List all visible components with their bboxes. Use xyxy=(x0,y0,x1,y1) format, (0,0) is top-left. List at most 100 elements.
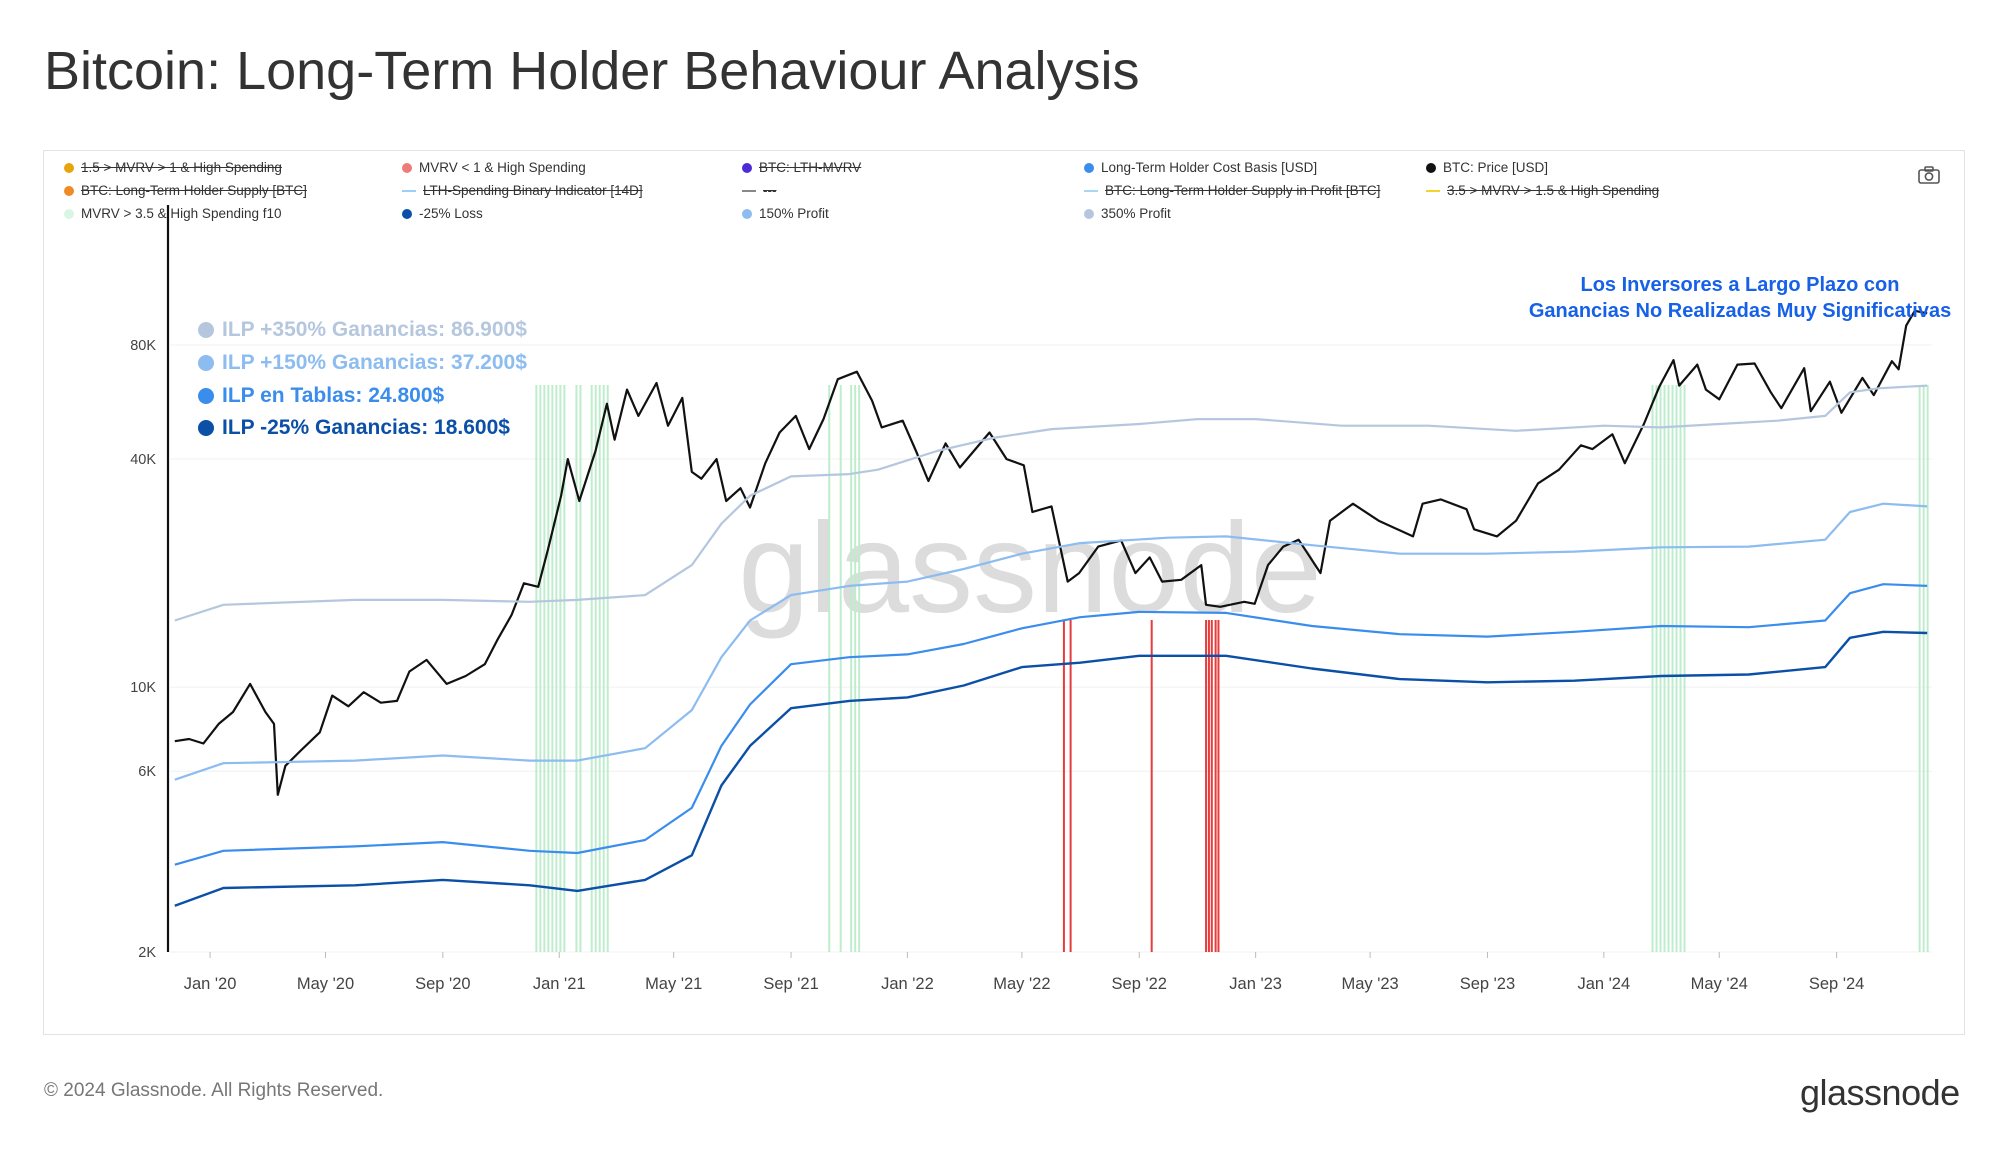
copyright-text: © 2024 Glassnode. All Rights Reserved. xyxy=(44,1080,384,1101)
legend-item[interactable]: 150% Profit xyxy=(742,206,829,221)
legend-item[interactable]: -25% Loss xyxy=(402,206,483,221)
legend-item[interactable]: BTC: LTH-MVRV xyxy=(742,160,861,175)
spending-bar xyxy=(1663,385,1666,952)
series-line xyxy=(174,309,1928,796)
band-label-text: ILP +150% Ganancias: 37.200$ xyxy=(222,351,527,374)
spending-bar xyxy=(547,385,550,952)
brand-logo[interactable]: glassnode xyxy=(1800,1072,1960,1113)
x-tick-label: Sep '23 xyxy=(1460,975,1515,993)
spending-bar xyxy=(839,385,842,952)
legend-marker-icon xyxy=(1426,189,1440,192)
spending-bar xyxy=(575,385,578,952)
series-line xyxy=(174,583,1928,866)
legend-label: Long-Term Holder Cost Basis [USD] xyxy=(1101,160,1318,175)
spending-bar xyxy=(1069,620,1072,952)
legend-label: 150% Profit xyxy=(759,206,829,221)
legend-item[interactable]: BTC: Long-Term Holder Supply [BTC] xyxy=(64,183,307,198)
legend-marker-icon xyxy=(1084,162,1094,173)
spending-bar xyxy=(1150,620,1153,952)
legend-item[interactable]: BTC: Price [USD] xyxy=(1426,160,1548,175)
legend-label: -25% Loss xyxy=(419,206,483,221)
spending-bar xyxy=(1659,385,1662,952)
annotation-text: Los Inversores a Largo Plazo con Gananci… xyxy=(1500,272,1980,324)
spending-bar xyxy=(1205,620,1208,952)
x-tick-label: Jan '24 xyxy=(1577,975,1630,993)
spending-bar xyxy=(543,385,546,952)
spending-bar xyxy=(858,385,861,952)
legend-item[interactable]: --- xyxy=(742,183,777,198)
legend-label: LTH-Spending Binary Indicator [14D] xyxy=(423,183,643,198)
legend-marker-icon xyxy=(742,208,752,219)
legend-item[interactable]: 1.5 > MVRV > 1 & High Spending xyxy=(64,160,282,175)
spending-bar xyxy=(594,385,597,952)
camera-icon[interactable] xyxy=(1918,166,1940,184)
legend-label: BTC: LTH-MVRV xyxy=(759,160,862,175)
legend-marker-icon xyxy=(1084,189,1098,192)
x-tick-label: Sep '21 xyxy=(763,975,818,993)
annotation-line-2: Ganancias No Realizadas Muy Significativ… xyxy=(1528,300,1952,322)
series-line xyxy=(174,384,1928,622)
x-tick-label: Jan '20 xyxy=(184,975,237,993)
y-tick-label: 10K xyxy=(130,680,156,696)
spending-bar xyxy=(828,385,831,952)
band-label-text: ILP +350% Ganancias: 86.900$ xyxy=(222,318,527,341)
legend-item[interactable]: MVRV < 1 & High Spending xyxy=(402,160,586,175)
watermark: glassnode xyxy=(738,497,1322,640)
legend-marker-icon xyxy=(742,162,752,173)
legend-marker-icon xyxy=(1426,162,1436,173)
spending-bar xyxy=(1655,385,1658,952)
legend-item[interactable]: BTC: Long-Term Holder Supply in Profit [… xyxy=(1084,183,1380,198)
spending-bar xyxy=(539,385,542,952)
spending-bar xyxy=(1207,620,1210,952)
series-line xyxy=(174,630,1928,907)
spending-bar xyxy=(1651,385,1654,952)
x-tick-label: Sep '24 xyxy=(1809,975,1864,993)
legend-label: BTC: Long-Term Holder Supply [BTC] xyxy=(81,183,307,198)
spending-bar xyxy=(1683,385,1686,952)
spending-bar xyxy=(1922,385,1925,952)
band-dot-icon xyxy=(198,388,214,404)
spending-bar xyxy=(850,385,853,952)
legend-label: MVRV < 1 & High Spending xyxy=(419,160,586,175)
spending-bar xyxy=(1679,385,1682,952)
legend-marker-icon xyxy=(742,189,756,192)
spending-bar xyxy=(1918,385,1921,952)
legend-item[interactable]: LTH-Spending Binary Indicator [14D] xyxy=(402,183,643,198)
spending-bar xyxy=(563,385,566,952)
x-tick-label: May '24 xyxy=(1691,975,1748,993)
chart-panel xyxy=(43,150,1965,1035)
x-tick-label: Sep '20 xyxy=(415,975,470,993)
x-tick-label: May '22 xyxy=(993,975,1050,993)
y-tick-label: 6K xyxy=(138,764,156,780)
spending-bar xyxy=(1671,385,1674,952)
legend-item[interactable]: MVRV > 3.5 & High Spending f10 xyxy=(64,206,282,221)
x-tick-label: Jan '21 xyxy=(533,975,586,993)
spending-bar xyxy=(602,385,605,952)
band-label: ILP en Tablas: 24.800$ xyxy=(198,384,444,408)
band-label-text: ILP -25% Ganancias: 18.600$ xyxy=(222,416,510,439)
legend-item[interactable]: Long-Term Holder Cost Basis [USD] xyxy=(1084,160,1317,175)
legend-label: --- xyxy=(763,183,777,198)
spending-bar xyxy=(555,385,558,952)
annotation-line-1: Los Inversores a Largo Plazo con xyxy=(1580,274,1900,296)
band-label: ILP +150% Ganancias: 37.200$ xyxy=(198,351,527,375)
spending-bar xyxy=(535,385,538,952)
series-line xyxy=(174,502,1928,781)
legend-item[interactable]: 3.5 > MVRV > 1.5 & High Spending xyxy=(1426,183,1659,198)
y-tick-label: 2K xyxy=(138,945,156,961)
y-tick-label: 40K xyxy=(130,452,156,468)
legend-marker-icon xyxy=(402,208,412,219)
band-dot-icon xyxy=(198,420,214,436)
spending-bar xyxy=(1062,620,1065,952)
x-tick-label: Sep '22 xyxy=(1112,975,1167,993)
x-tick-label: May '20 xyxy=(297,975,354,993)
spending-bar xyxy=(598,385,601,952)
band-label-text: ILP en Tablas: 24.800$ xyxy=(222,384,445,407)
spending-bar xyxy=(1667,385,1670,952)
legend-label: 350% Profit xyxy=(1101,206,1171,221)
legend-marker-icon xyxy=(64,162,74,173)
legend-label: 3.5 > MVRV > 1.5 & High Spending xyxy=(1447,183,1660,198)
x-tick-label: Jan '23 xyxy=(1229,975,1282,993)
legend-item[interactable]: 350% Profit xyxy=(1084,206,1171,221)
spending-bar xyxy=(590,385,593,952)
